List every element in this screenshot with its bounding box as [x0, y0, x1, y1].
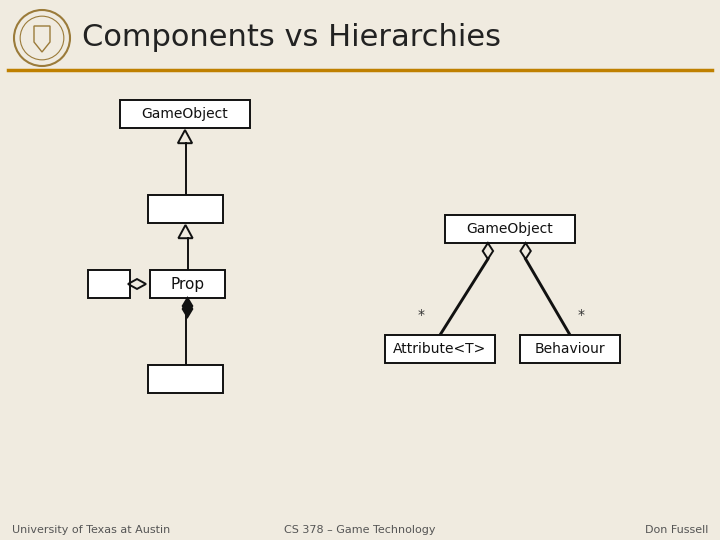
Bar	[88, 270, 130, 298]
Bar	[148, 195, 223, 223]
Polygon shape	[183, 298, 192, 314]
Bar	[445, 215, 575, 243]
Bar	[150, 270, 225, 298]
Polygon shape	[183, 301, 192, 317]
Bar	[148, 365, 223, 393]
Text: Prop: Prop	[171, 276, 204, 292]
Circle shape	[20, 16, 64, 60]
Text: CS 378 – Game Technology: CS 378 – Game Technology	[284, 525, 436, 535]
Text: *: *	[418, 308, 425, 322]
Bar	[520, 335, 620, 363]
Text: Don Fussell: Don Fussell	[644, 525, 708, 535]
Bar	[120, 100, 250, 128]
Text: *: *	[578, 308, 585, 322]
Text: GameObject: GameObject	[467, 222, 554, 236]
Text: Components vs Hierarchies: Components vs Hierarchies	[82, 24, 501, 52]
Text: Behaviour: Behaviour	[535, 342, 606, 356]
Text: Attribute<T>: Attribute<T>	[393, 342, 487, 356]
Text: GameObject: GameObject	[142, 107, 228, 121]
Bar	[385, 335, 495, 363]
Circle shape	[14, 10, 70, 66]
Text: University of Texas at Austin: University of Texas at Austin	[12, 525, 170, 535]
